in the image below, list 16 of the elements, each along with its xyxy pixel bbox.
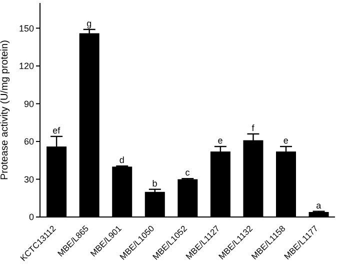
annotation: c <box>185 168 190 178</box>
y-tick-label: 30 <box>24 174 34 184</box>
y-tick-label: 90 <box>24 98 34 109</box>
annotation: f <box>252 122 255 133</box>
annotation: ef <box>52 125 61 136</box>
y-tick-label: 0 <box>28 212 34 222</box>
annotation: e <box>218 136 223 146</box>
y-tick-label: 120 <box>18 61 34 72</box>
annotation: b <box>152 178 158 188</box>
annotation: a <box>316 200 322 210</box>
y-tick-label: 150 <box>18 23 34 34</box>
y-axis-title: Protease activity (U/mg protein) <box>0 40 11 180</box>
annotation: e <box>283 136 288 146</box>
annotation: d <box>119 155 124 166</box>
annotation: g <box>86 18 92 28</box>
y-tick-label: 60 <box>24 136 34 147</box>
